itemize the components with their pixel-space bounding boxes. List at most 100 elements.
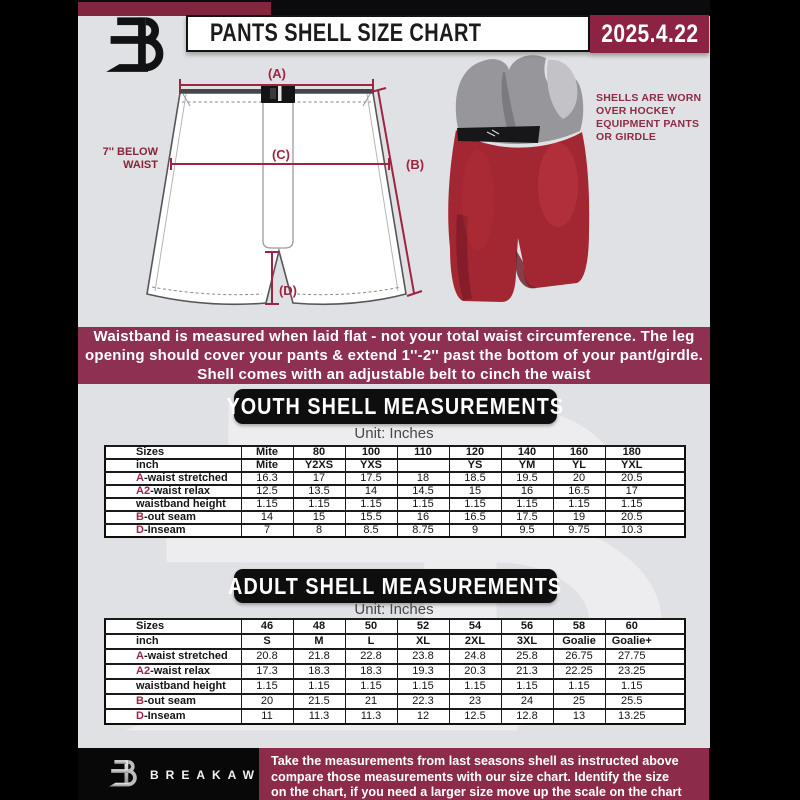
cell: 9.75 [552,523,606,538]
cell: 14 [344,484,398,499]
cell: 17.5 [500,510,554,525]
cell: 52 [396,618,450,635]
dim-label-d: (D) [278,283,298,298]
cell: 20 [552,471,606,486]
cell: 60 [604,618,686,635]
cell: waistband height [104,678,242,695]
footer: BREAKAWAY Take the measurements from las… [78,748,710,800]
cell: 12.5 [448,708,502,725]
page-title-bar: PANTS SHELL SIZE CHART [186,15,590,52]
cell: 54 [448,618,502,635]
cell: 48 [292,618,346,635]
cell: Mite [240,458,294,473]
cell: 1.15 [240,678,294,695]
cell: 22.3 [396,693,450,710]
cell: inch [104,458,242,473]
cell: 1.15 [448,678,502,695]
cell: 9.5 [500,523,554,538]
shell-photo [448,55,590,302]
cell: 21.5 [292,693,346,710]
cell: 100 [344,445,398,460]
cell: 23.8 [396,648,450,665]
cell: 3XL [500,633,554,650]
youth-section-heading: YOUTH SHELL MEASUREMENTS [227,389,563,424]
cell: YXL [604,458,686,473]
cell: 21 [344,693,398,710]
cell: 140 [500,445,554,460]
cell: 1.15 [552,497,606,512]
measure-line-a [179,79,374,91]
cell: XL [396,633,450,650]
cell: 16.5 [448,510,502,525]
cell: 20.8 [240,648,294,665]
table-row: B-out seam 14 15 15.5 16 16.5 17.5 19 20… [104,510,686,525]
shorts-measurement-diagram [146,55,590,306]
cell: 160 [552,445,606,460]
waist-note: 7'' BELOW WAIST [102,146,158,171]
cell: YL [552,458,606,473]
cell: 1.15 [604,497,686,512]
table-row: waistband height 1.15 1.15 1.15 1.15 1.1… [104,678,686,695]
footer-instructions: Take the measurements from last seasons … [259,748,709,800]
table-row: D-Inseam 11 11.3 11.3 12 12.5 12.8 13 13… [104,708,686,725]
cell: 13.5 [292,484,346,499]
cell: 15 [448,484,502,499]
cell: 23 [448,693,502,710]
cell [396,458,450,473]
breakaway-monogram-footer-icon [109,760,137,787]
cell: 25.8 [500,648,554,665]
cell: 14 [240,510,294,525]
cell: 1.15 [500,678,554,695]
footer-line: compare those measurements with our size… [271,768,670,784]
cell: 20.3 [448,663,502,680]
cell: 110 [396,445,450,460]
cell: 21.8 [292,648,346,665]
cell: Y2XS [292,458,346,473]
cell: 1.15 [344,497,398,512]
cell: A-waist stretched [104,471,242,486]
cell: 50 [344,618,398,635]
photo-caption: SHELLS ARE WORN OVER HOCKEY EQUIPMENT PA… [596,92,702,143]
cell: D-Inseam [104,523,242,538]
cell: 1.15 [396,497,450,512]
cell: YM [500,458,554,473]
cell: 11.3 [292,708,346,725]
cell: 1.15 [500,497,554,512]
table-row: D-Inseam 7 8 8.5 8.75 9 9.5 9.75 10.3 [104,523,686,538]
cell: 19.5 [500,471,554,486]
header-accent-strip [78,2,271,16]
cell: 16 [500,484,554,499]
footer-line: Take the measurements from last seasons … [271,753,679,768]
cell: 16.3 [240,471,294,486]
cell: 56 [500,618,554,635]
date-text: 2025.4.22 [600,19,699,48]
dim-label-a: (A) [267,66,287,81]
cell: A2-waist relax [104,663,242,680]
cell: 20 [240,693,294,710]
table-row: inch Mite Y2XS YXS YS YM YL YXL [104,458,686,473]
youth-unit-label: Unit: Inches [354,425,434,442]
cell: 14.5 [396,484,450,499]
cell: 12.5 [240,484,294,499]
cell: 21.3 [500,663,554,680]
cell: YS [448,458,502,473]
table-row: B-out seam 20 21.5 21 22.3 23 24 25 25.5 [104,693,686,710]
cell: 17 [292,471,346,486]
cell: 15.5 [344,510,398,525]
cell: 2XL [448,633,502,650]
cell: 16.5 [552,484,606,499]
cell: 11.3 [344,708,398,725]
table-row: A-waist stretched 20.8 21.8 22.8 23.8 24… [104,648,686,665]
page-title: PANTS SHELL SIZE CHART [210,19,482,47]
cell: 80 [292,445,346,460]
cell: 24.8 [448,648,502,665]
cell: 24 [500,693,554,710]
notice-line: opening should cover your pants & extend… [85,347,703,364]
cell: waistband height [104,497,242,512]
cell: 1.15 [604,678,686,695]
cell: 180 [604,445,686,460]
cell: 120 [448,445,502,460]
cell: 17.5 [344,471,398,486]
notice-line: Waistband is measured when laid flat - n… [93,328,695,345]
